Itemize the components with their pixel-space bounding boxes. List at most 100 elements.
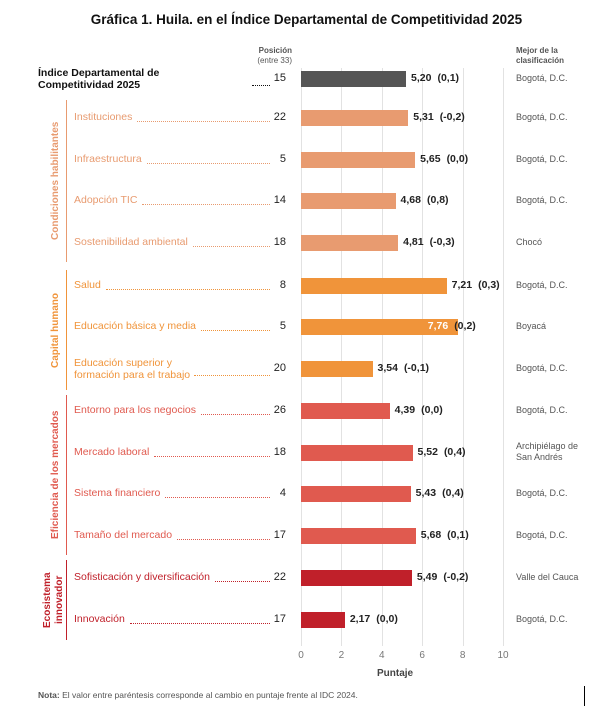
best-divider	[503, 68, 504, 646]
best-department: Chocó	[516, 237, 543, 247]
x-tick-label: 2	[338, 650, 345, 661]
score-change: (0,4)	[443, 446, 466, 458]
position-value: 5	[279, 153, 286, 165]
note: Nota: El valor entre paréntesis correspo…	[38, 690, 358, 700]
x-tick-label: 10	[497, 650, 509, 661]
row-label: Entorno para los negocios	[74, 404, 196, 416]
score-change: (-0,1)	[403, 362, 430, 374]
row-label: Innovación	[74, 613, 125, 625]
x-tick-label: 0	[298, 650, 304, 661]
position-header: Posición	[258, 46, 292, 55]
bar	[301, 193, 396, 209]
score: 5,43	[415, 487, 437, 499]
row-label: Mercado laboral	[74, 446, 150, 458]
best-department: Bogotá, D.C.	[516, 488, 568, 498]
bar	[301, 570, 412, 586]
score-change: (-0,2)	[439, 111, 465, 123]
group-label: Eficiencia de los mercados	[50, 410, 61, 540]
group-divider	[66, 560, 67, 640]
position-value: 5	[279, 320, 286, 332]
score-change: (0,2)	[454, 320, 476, 332]
value-label: 7,76 (0,2)	[428, 320, 476, 332]
bar	[301, 278, 447, 294]
value-label: 7,21 (0,3)	[452, 279, 500, 291]
score: 5,20	[411, 72, 432, 84]
row-label: Sofisticación y diversificación	[74, 571, 210, 583]
bar	[301, 110, 409, 126]
bar	[301, 71, 407, 87]
leader-dots	[252, 85, 270, 86]
value-label: 2,17 (0,0)	[350, 613, 398, 625]
leader-dots	[147, 163, 270, 164]
bar	[301, 152, 416, 168]
best-department: Bogotá, D.C.	[516, 195, 568, 205]
bar	[301, 235, 399, 251]
value-label: 4,39 (0,0)	[395, 404, 443, 416]
best-department: Valle del Cauca	[516, 572, 579, 582]
best-department: Bogotá, D.C.	[516, 154, 568, 164]
gridline	[341, 68, 343, 646]
gridline	[381, 68, 383, 646]
position-value: 8	[279, 279, 286, 291]
leader-dots	[201, 330, 270, 331]
position-value: 22	[273, 571, 286, 583]
position-value: 15	[273, 72, 286, 84]
row-label: Adopción TIC	[74, 194, 138, 206]
value-label: 3,54 (-0,1)	[378, 362, 430, 374]
best-header: Mejor de la clasificación	[516, 46, 565, 65]
bar	[301, 361, 373, 377]
best-department: Bogotá, D.C.	[516, 530, 568, 540]
x-axis-label: Puntaje	[377, 668, 414, 679]
best-department: Archipiélago de San Andrés	[516, 441, 579, 462]
best-department: Boyacá	[516, 321, 547, 331]
score: 4,68	[400, 194, 421, 206]
position-value: 26	[273, 404, 286, 416]
leader-dots	[137, 121, 270, 122]
position-value: 17	[273, 529, 286, 541]
row-label: Educación superior y formación para el t…	[74, 357, 191, 381]
row-label: Salud	[74, 279, 101, 291]
row-label: Educación básica y media	[74, 320, 196, 332]
row-label: Índice Departamental de Competitividad 2…	[38, 67, 160, 91]
leader-dots	[177, 539, 270, 540]
leader-dots	[194, 375, 270, 376]
value-label: 5,43 (0,4)	[416, 487, 464, 499]
score: 5,68	[420, 529, 442, 541]
score: 5,52	[417, 446, 438, 458]
leader-dots	[130, 623, 270, 624]
best-department: Bogotá, D.C.	[516, 405, 568, 415]
row-label: Instituciones	[74, 111, 133, 123]
leader-dots	[142, 204, 270, 205]
leader-dots	[193, 246, 270, 247]
bar	[301, 612, 345, 628]
value-label: 5,31 (-0,2)	[413, 111, 465, 123]
leader-dots	[154, 456, 270, 457]
score-change: (0,1)	[437, 72, 460, 84]
position-value: 20	[273, 362, 286, 374]
gridline	[462, 68, 464, 646]
position-value: 22	[273, 111, 286, 123]
group-label: Capital humano	[50, 292, 61, 368]
score: 4,81	[403, 236, 424, 248]
x-tick-label: 4	[379, 650, 385, 661]
best-department: Bogotá, D.C.	[516, 280, 568, 290]
text-cursor	[584, 686, 585, 706]
score: 3,54	[377, 362, 398, 374]
best-department: Bogotá, D.C.	[516, 112, 568, 122]
row-label: Sistema financiero	[74, 487, 161, 499]
score: 5,65	[420, 153, 441, 165]
score: 5,49	[416, 571, 438, 583]
best-department: Bogotá, D.C.	[516, 73, 568, 83]
score-change: (0,3)	[478, 279, 500, 291]
row-label: Infraestructura	[74, 153, 142, 165]
position-value: 17	[273, 613, 286, 625]
row-label: Tamaño del mercado	[74, 529, 173, 541]
position-value: 18	[273, 446, 286, 458]
score: 2,17	[349, 613, 371, 625]
bar	[301, 403, 390, 419]
value-label: 5,20 (0,1)	[411, 72, 459, 84]
leader-dots	[215, 581, 270, 582]
value-label: 5,65 (0,0)	[420, 153, 468, 165]
bar	[301, 319, 458, 335]
